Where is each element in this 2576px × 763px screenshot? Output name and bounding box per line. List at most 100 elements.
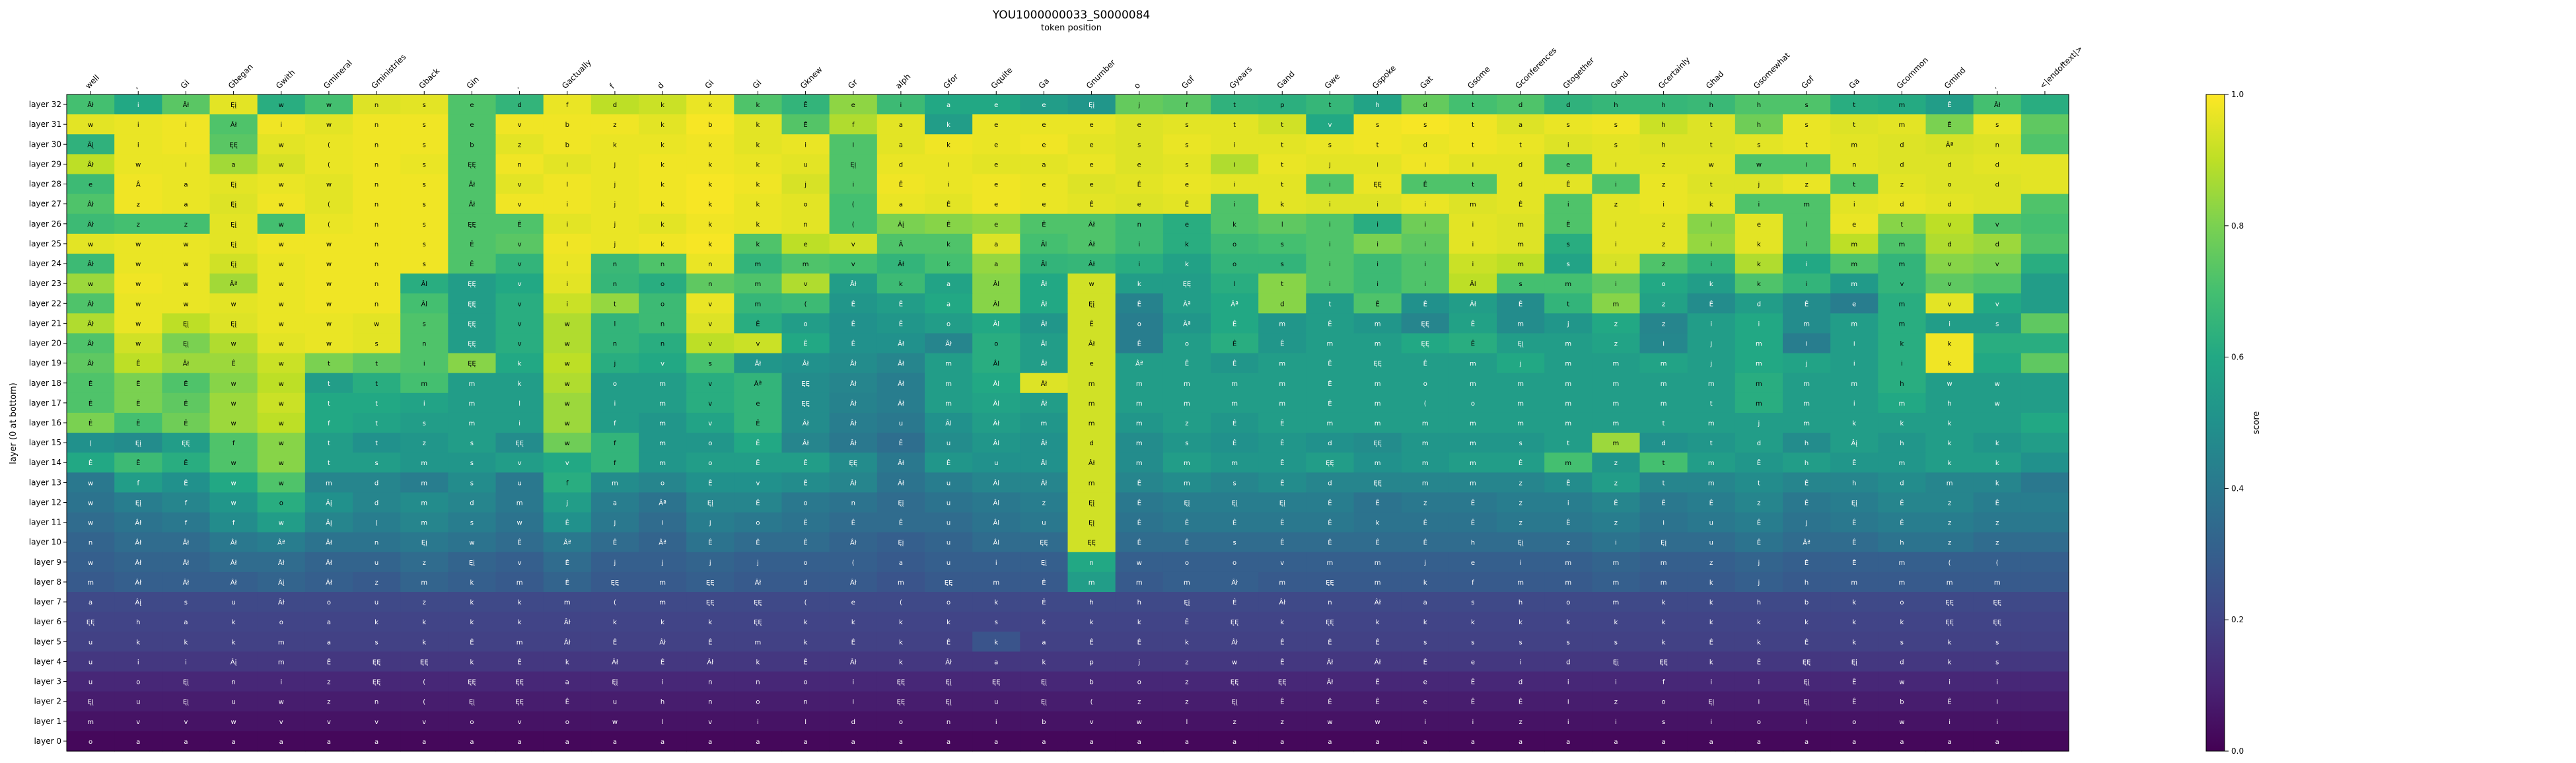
y-tick-label: layer 3	[34, 677, 61, 686]
cell-label: Ê	[136, 399, 140, 408]
cell-label: v	[184, 719, 188, 726]
cell-label: i	[1567, 141, 1569, 149]
cell-label: a	[1757, 739, 1761, 746]
x-tick-label: alph	[894, 72, 912, 91]
cell-label: w	[326, 122, 332, 129]
x-tick-label: well	[83, 73, 101, 91]
cell-label: Âł	[850, 478, 857, 487]
heatmap-cell	[1925, 433, 1974, 453]
cell-label: Âł	[1089, 340, 1095, 348]
y-tick-label: layer 2	[34, 697, 61, 706]
heatmap-cell	[1353, 233, 1402, 254]
cell-label: m	[1756, 361, 1762, 368]
cell-label: m	[564, 599, 571, 606]
cell-label: i	[1758, 679, 1760, 686]
heatmap-cell	[543, 333, 592, 354]
heatmap-cell	[2021, 392, 2069, 414]
cell-label: Ê	[1519, 458, 1522, 467]
heatmap-cell	[114, 154, 162, 175]
cell-label: Âį	[326, 519, 332, 527]
cell-label: Ê	[1233, 340, 1236, 348]
cell-label: Âł	[850, 379, 857, 388]
cell-label: a	[565, 739, 569, 746]
heatmap-cell	[1258, 213, 1306, 235]
cell-label: w	[279, 241, 284, 248]
heatmap-cell	[972, 114, 1020, 135]
cell-label: h	[1757, 599, 1761, 606]
cell-label: s	[1995, 659, 1999, 666]
cell-label: m	[1661, 381, 1667, 388]
heatmap-cell	[1830, 453, 1878, 473]
cell-label: i	[1710, 719, 1712, 726]
cell-label: m	[1851, 381, 1857, 388]
cell-label: k	[470, 619, 474, 626]
heatmap-cell	[1306, 94, 1355, 115]
cell-label: Ęį	[135, 499, 141, 507]
cell-label: i	[1806, 281, 1808, 288]
cell-label: i	[1520, 659, 1522, 666]
y-tick-label: layer 4	[34, 657, 61, 666]
cell-label: Ęį	[1708, 699, 1714, 706]
heatmap-cell	[1544, 492, 1592, 513]
cell-label: s	[1519, 281, 1522, 288]
heatmap-cell	[1211, 154, 1259, 175]
heatmap-cell	[1639, 313, 1688, 334]
cell-label: Ê	[1566, 519, 1570, 527]
cell-label: k	[851, 619, 855, 626]
cell-label: o	[661, 281, 664, 288]
cell-label: z	[1519, 499, 1522, 507]
heatmap-cell	[448, 273, 497, 294]
heatmap-cell	[1401, 453, 1450, 473]
heatmap-cell	[1592, 154, 1641, 175]
cell-label: a	[1662, 739, 1666, 746]
x-tick-label: Gquite	[989, 65, 1014, 91]
cell-label: Âł	[1041, 279, 1048, 288]
heatmap-cell	[495, 154, 544, 175]
cell-label: Ęį	[1232, 499, 1238, 507]
cell-label: w	[326, 301, 332, 308]
heatmap-cell	[734, 373, 783, 394]
heatmap-cell	[829, 412, 878, 433]
heatmap-cell	[162, 194, 211, 215]
cell-label: u	[947, 560, 950, 567]
heatmap-cell	[1115, 453, 1164, 473]
heatmap-cell	[304, 453, 353, 473]
cell-label: Âł	[803, 419, 809, 427]
cell-label: e	[994, 141, 998, 149]
heatmap-cell	[877, 433, 925, 453]
cell-label: w	[1709, 161, 1714, 168]
heatmap-cell	[829, 213, 878, 235]
cell-label: w	[279, 400, 284, 408]
cell-label: k	[1948, 361, 1952, 368]
heatmap-cell	[114, 472, 162, 493]
cell-label: m	[1422, 440, 1429, 447]
heatmap-cell	[925, 453, 973, 473]
cell-label: i	[566, 281, 568, 288]
heatmap-cell	[972, 194, 1020, 215]
cell-label: Ęį	[88, 699, 94, 706]
cell-label: ĘĘ	[1326, 619, 1334, 626]
cell-label: Ê	[1328, 538, 1332, 547]
cell-label: o	[1471, 400, 1475, 408]
heatmap-cell	[1497, 114, 1545, 135]
cell-label: Âł	[1089, 220, 1095, 229]
cell-label: n	[375, 301, 378, 308]
heatmap-cell	[1449, 412, 1497, 433]
cell-label: o	[804, 679, 808, 686]
heatmap-cell	[1783, 174, 1831, 195]
heatmap-cell	[1115, 293, 1164, 314]
cell-label: e	[1137, 161, 1141, 168]
heatmap-cell	[734, 453, 783, 473]
heatmap-cell	[1163, 392, 1211, 414]
cell-label: Ê	[1423, 180, 1427, 189]
heatmap-cell	[1544, 134, 1592, 155]
heatmap-cell	[353, 333, 401, 354]
cell-label: m	[421, 480, 427, 487]
heatmap-cell	[1353, 313, 1402, 334]
cell-label: s	[423, 141, 426, 149]
cell-label: d	[1519, 161, 1522, 168]
cell-label: t	[1900, 221, 1903, 229]
cell-label: Ê	[1137, 519, 1141, 527]
cell-label: m	[1565, 460, 1571, 467]
cell-label: u	[517, 480, 521, 487]
